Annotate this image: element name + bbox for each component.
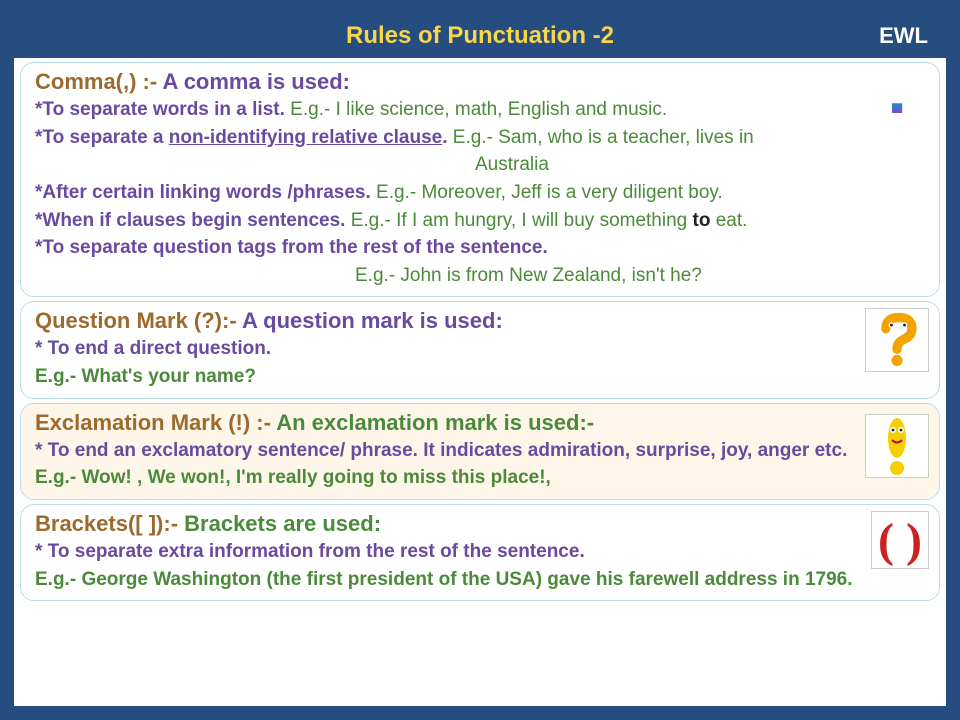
qmark-r1: * To end a direct question.: [35, 338, 271, 359]
excl-r1: * To end an exclamatory sentence/ phrase…: [35, 440, 847, 461]
exclamation-mark-icon: [865, 414, 929, 478]
comma-r1-rule: *To separate words in a list.: [35, 99, 290, 120]
excl-head-text: An exclamation mark is used:-: [271, 410, 594, 435]
comma-rule-4: *When if clauses begin sentences. E.g.- …: [35, 208, 925, 234]
qmark-head-mark: Question Mark (?):-: [35, 308, 237, 333]
question-mark-icon: [865, 308, 929, 372]
brackets-icon: ( ): [871, 511, 929, 569]
comma-head-text: A comma is used:: [157, 69, 350, 94]
comma-head-mark: Comma(,) :-: [35, 69, 157, 94]
comma-rule-5: *To separate question tags from the rest…: [35, 235, 925, 261]
excl-rule-1: * To end an exclamatory sentence/ phrase…: [35, 438, 925, 464]
comma-r5-eg-line: E.g.- John is from New Zealand, isn't he…: [35, 263, 925, 289]
excl-heading: Exclamation Mark (!) :- An exclamation m…: [35, 410, 925, 436]
brackets-head-mark: Brackets([ ]):-: [35, 511, 178, 536]
qmark-rule-1: * To end a direct question.: [35, 336, 925, 362]
panel-brackets: ( ) Brackets([ ]):- Brackets are used: *…: [20, 504, 940, 601]
slide: Rules of Punctuation -2 EWL , Comma(,) :…: [0, 0, 960, 720]
comma-rule-2: *To separate a non-identifying relative …: [35, 125, 925, 151]
brackets-rule-1: * To separate extra information from the…: [35, 539, 925, 565]
comma-r2-line2: Australia: [35, 152, 925, 178]
comma-r2-eg: E.g.- Sam, who is a teacher, lives in: [453, 127, 754, 148]
comma-r2-b: non-identifying relative clause: [169, 127, 442, 148]
qmark-eg: E.g.- What's your name?: [35, 364, 925, 390]
excl-head-mark: Exclamation Mark (!) :-: [35, 410, 271, 435]
panel-comma: , Comma(,) :- A comma is used: *To separ…: [20, 62, 940, 297]
comma-heading: Comma(,) :- A comma is used:: [35, 69, 925, 95]
excl-eg: E.g.- Wow! , We won!, I'm really going t…: [35, 465, 925, 491]
comma-rule-1: *To separate words in a list. E.g.- I li…: [35, 97, 925, 123]
panel-exclamation: Exclamation Mark (!) :- An exclamation m…: [20, 403, 940, 500]
comma-r5-eg: E.g.- John is from New Zealand, isn't he…: [355, 265, 702, 286]
brackets-eg: E.g.- George Washington (the first presi…: [35, 567, 925, 593]
panel-question-mark: Question Mark (?):- A question mark is u…: [20, 301, 940, 398]
comma-r4-eg-a: E.g.- If I am hungry, I will buy somethi…: [351, 210, 693, 231]
comma-r4-eg-b: eat.: [710, 210, 747, 231]
comma-r2-c: .: [442, 127, 453, 148]
comma-r3-rule: *After certain linking words /phrases.: [35, 182, 376, 203]
comma-r1-eg: E.g.- I like science, math, English and …: [290, 99, 667, 120]
comma-r5-rule: *To separate question tags from the rest…: [35, 237, 548, 258]
comma-r2-a: *To separate a: [35, 127, 169, 148]
comma-icon: ,: [865, 69, 929, 133]
qmark-heading: Question Mark (?):- A question mark is u…: [35, 308, 925, 334]
title-bar: Rules of Punctuation -2 EWL: [14, 14, 946, 58]
slide-title: Rules of Punctuation -2: [346, 22, 614, 50]
qmark-head-text: A question mark is used:: [237, 308, 503, 333]
brackets-r1: * To separate extra information from the…: [35, 541, 585, 562]
brand-label: EWL: [879, 23, 928, 49]
comma-r4-rule: *When if clauses begin sentences.: [35, 210, 351, 231]
brackets-head-text: Brackets are used:: [178, 511, 381, 536]
comma-rule-3: *After certain linking words /phrases. E…: [35, 180, 925, 206]
comma-r3-eg: E.g.- Moreover, Jeff is a very diligent …: [376, 182, 723, 203]
brackets-heading: Brackets([ ]):- Brackets are used:: [35, 511, 925, 537]
comma-r4-eg-to: to: [693, 210, 711, 231]
